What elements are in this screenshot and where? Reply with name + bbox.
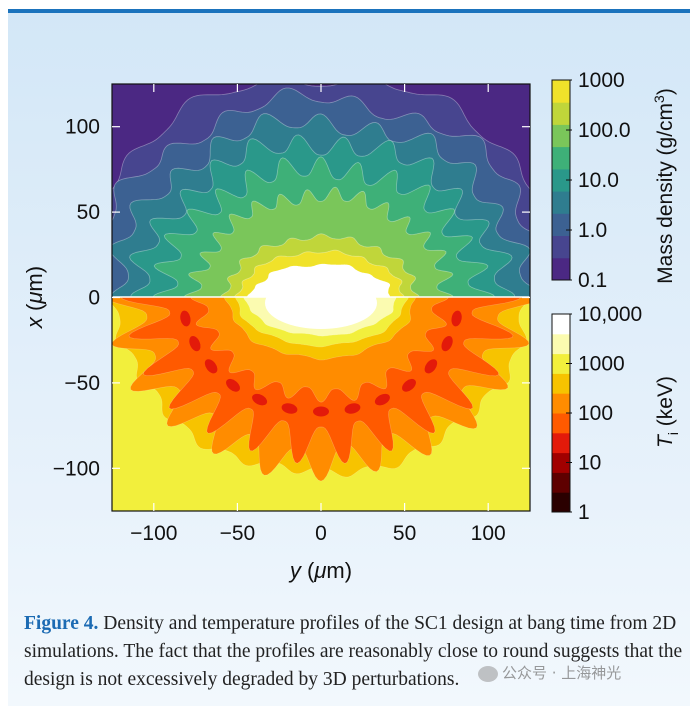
x-tick-label: 0 bbox=[315, 522, 327, 545]
temperature-colorbar-segment bbox=[552, 333, 570, 355]
x-tick-label: 50 bbox=[393, 522, 416, 545]
temperature-hotspot bbox=[189, 336, 201, 352]
temperature-colorbar-segment bbox=[552, 393, 570, 414]
density-colorbar-label: Mass density (g/cm3) bbox=[651, 88, 677, 284]
caption-label: Figure 4. bbox=[24, 613, 99, 634]
density-colorbar-segment bbox=[552, 191, 570, 214]
density-colorbar-segment bbox=[552, 124, 570, 148]
density-colorbar-tick-label: 1000 bbox=[578, 69, 625, 92]
temperature-hotspot bbox=[252, 393, 268, 406]
density-colorbar-segment bbox=[552, 213, 570, 236]
figure-plot: −100 −50 0 50 100 100 50 0 −50 −100 y (μm) x (μm)… bbox=[22, 69, 681, 583]
temperature-hotspot bbox=[402, 378, 416, 392]
temperature-colorbar-segment bbox=[552, 373, 570, 394]
temperature-colorbar-segment bbox=[552, 452, 570, 473]
watermark: 公众号 · 上海神光 bbox=[478, 662, 621, 683]
temperature-colorbar-segment bbox=[552, 413, 570, 434]
temperature-colorbar-segment bbox=[552, 432, 570, 454]
density-colorbar-segment bbox=[552, 257, 570, 281]
temperature-colorbar-label: Ti (keV) bbox=[654, 376, 681, 448]
temperature-colorbar-segment bbox=[552, 314, 570, 335]
y-axis-label: x (μm) bbox=[22, 266, 47, 329]
density-colorbar-tick-label: 100.0 bbox=[578, 119, 631, 142]
temperature-hotspot bbox=[344, 403, 361, 414]
x-tick-label: −50 bbox=[220, 522, 256, 545]
density-colorbar-tick-label: 10.0 bbox=[578, 169, 619, 192]
wechat-icon bbox=[478, 665, 498, 682]
density-colorbar-segment bbox=[552, 80, 570, 103]
density-colorbar-tick-label: 1.0 bbox=[578, 219, 607, 242]
temperature-hotspot bbox=[226, 378, 240, 392]
density-colorbar-segment bbox=[552, 102, 570, 125]
temperature-hotspot bbox=[180, 310, 191, 327]
temperature-hotspot bbox=[281, 403, 298, 414]
temperature-hotspot bbox=[441, 336, 453, 352]
temperature-colorbar-segment bbox=[552, 353, 570, 374]
temperature-hotspot bbox=[451, 310, 462, 327]
temperature-core bbox=[265, 297, 377, 329]
x-axis-label: y (μm) bbox=[288, 558, 352, 583]
temperature-colorbar-tick-label: 10,000 bbox=[578, 303, 642, 326]
watermark-text: 公众号 · 上海神光 bbox=[502, 664, 622, 682]
temperature-hotspot bbox=[374, 393, 390, 406]
y-tick-label: 100 bbox=[65, 116, 100, 139]
density-core bbox=[247, 263, 390, 297]
x-tick-label: 100 bbox=[471, 522, 506, 545]
y-tick-label: 50 bbox=[77, 201, 100, 224]
temperature-colorbar-tick-label: 1 bbox=[578, 501, 590, 524]
y-tick-label: −50 bbox=[64, 372, 100, 395]
density-colorbar-tick-label: 0.1 bbox=[578, 269, 607, 292]
temperature-hotspot bbox=[313, 406, 329, 417]
temperature-hotspot bbox=[204, 359, 218, 374]
temperature-hotspot bbox=[424, 359, 438, 374]
y-tick-label: −100 bbox=[53, 457, 100, 480]
temperature-colorbar-tick-label: 1000 bbox=[578, 353, 625, 376]
caption-text: Density and temperature profiles of the … bbox=[24, 613, 683, 690]
temperature-colorbar-segment bbox=[552, 472, 570, 493]
density-colorbar-segment bbox=[552, 168, 570, 192]
x-tick-label: −100 bbox=[130, 522, 177, 545]
temperature-colorbar-tick-label: 10 bbox=[578, 452, 601, 475]
temperature-colorbar-tick-label: 100 bbox=[578, 402, 613, 425]
density-colorbar-segment bbox=[552, 235, 570, 259]
y-tick-label: 0 bbox=[88, 287, 100, 310]
figure-caption: Figure 4. Density and temperature profil… bbox=[24, 610, 684, 694]
density-colorbar-segment bbox=[552, 146, 570, 170]
temperature-colorbar-segment bbox=[552, 492, 570, 513]
